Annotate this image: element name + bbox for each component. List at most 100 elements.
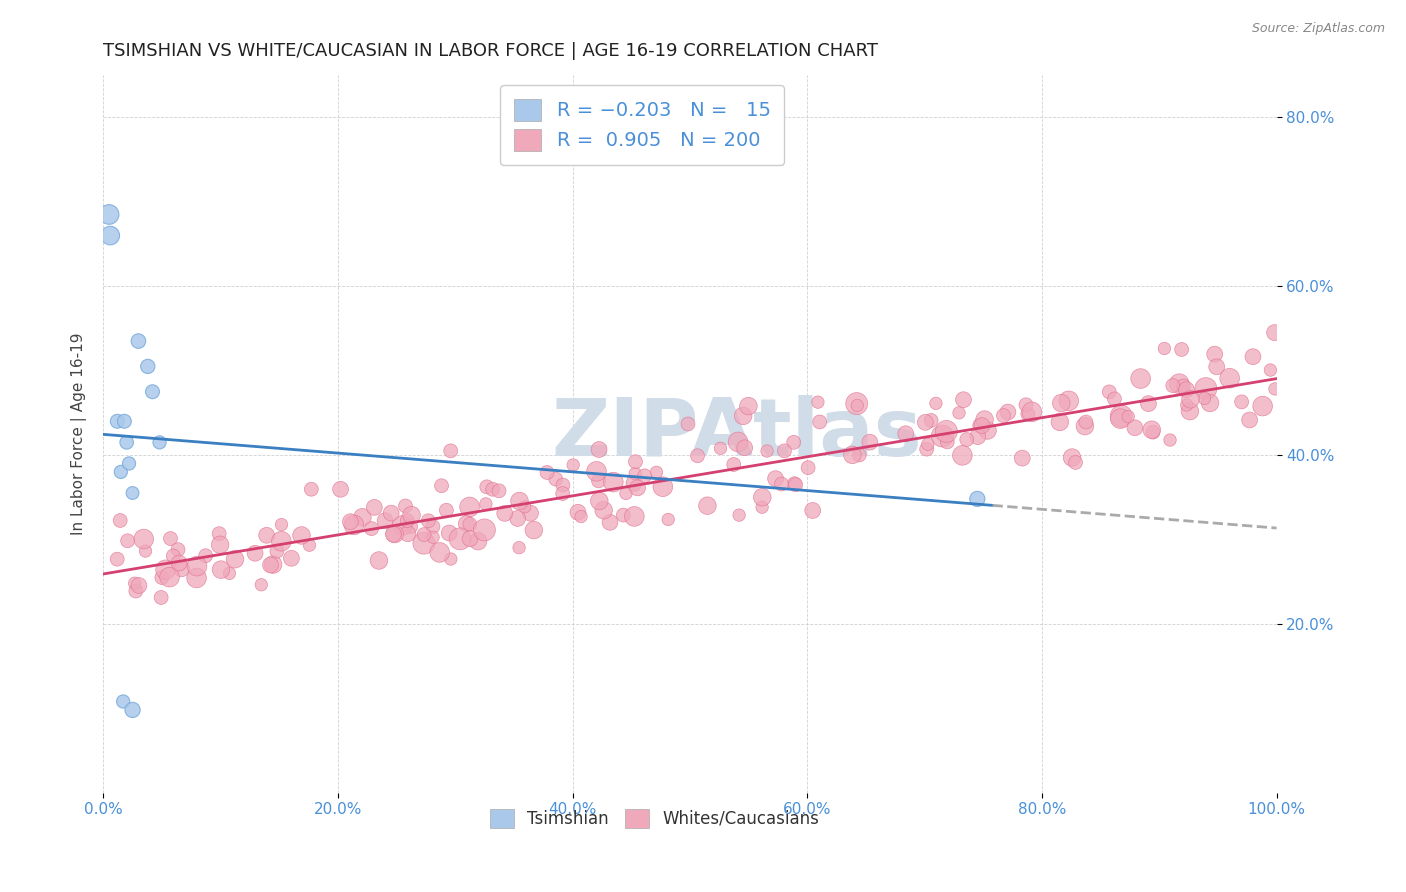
- Point: [952, 392, 974, 407]
- Point: [914, 416, 936, 430]
- Point: [1098, 384, 1121, 399]
- Point: [475, 480, 498, 494]
- Point: [418, 514, 440, 528]
- Point: [1204, 347, 1226, 361]
- Point: [651, 480, 673, 494]
- Point: [696, 499, 718, 513]
- Point: [396, 526, 419, 541]
- Point: [290, 528, 312, 542]
- Point: [513, 500, 536, 514]
- Point: [1153, 342, 1175, 356]
- Point: [969, 418, 991, 433]
- Point: [808, 415, 831, 429]
- Point: [391, 518, 413, 533]
- Point: [1180, 392, 1202, 407]
- Point: [382, 527, 405, 541]
- Point: [209, 538, 232, 552]
- Point: [623, 509, 645, 524]
- Point: [1195, 382, 1218, 396]
- Point: [773, 443, 796, 458]
- Text: Source: ZipAtlas.com: Source: ZipAtlas.com: [1251, 22, 1385, 36]
- Point: [569, 509, 592, 524]
- Point: [612, 508, 634, 522]
- Point: [1060, 450, 1083, 465]
- Point: [602, 475, 624, 490]
- Point: [1015, 398, 1038, 412]
- Point: [1074, 415, 1097, 429]
- Point: [785, 477, 807, 491]
- Point: [1170, 343, 1192, 357]
- Y-axis label: In Labor Force | Age 16-19: In Labor Force | Age 16-19: [72, 333, 87, 535]
- Point: [783, 435, 806, 450]
- Point: [121, 486, 143, 500]
- Point: [626, 481, 648, 495]
- Point: [150, 570, 173, 584]
- Point: [329, 483, 352, 497]
- Point: [384, 527, 406, 541]
- Point: [1219, 371, 1241, 385]
- Point: [224, 552, 246, 566]
- Point: [186, 559, 208, 574]
- Point: [298, 538, 321, 552]
- Point: [915, 442, 938, 457]
- Point: [118, 457, 141, 471]
- Point: [567, 505, 589, 519]
- Point: [1104, 392, 1126, 406]
- Point: [115, 435, 138, 450]
- Point: [422, 519, 444, 533]
- Point: [1173, 379, 1195, 393]
- Point: [841, 448, 863, 462]
- Point: [1239, 413, 1261, 427]
- Point: [112, 694, 135, 708]
- Point: [508, 494, 530, 508]
- Point: [931, 429, 953, 443]
- Point: [135, 544, 157, 558]
- Point: [894, 426, 917, 441]
- Point: [1129, 371, 1152, 385]
- Point: [807, 395, 830, 409]
- Point: [624, 455, 647, 469]
- Point: [456, 516, 478, 531]
- Point: [110, 465, 132, 479]
- Point: [709, 442, 731, 456]
- Point: [733, 409, 755, 423]
- Point: [1064, 455, 1087, 469]
- Point: [1194, 392, 1216, 406]
- Point: [1199, 396, 1222, 410]
- Point: [128, 578, 150, 592]
- Point: [112, 414, 135, 428]
- Point: [299, 482, 322, 496]
- Point: [266, 544, 288, 558]
- Point: [970, 418, 993, 433]
- Point: [728, 508, 751, 523]
- Point: [339, 515, 361, 529]
- Point: [218, 566, 240, 581]
- Point: [801, 503, 824, 517]
- Point: [1057, 393, 1080, 408]
- Point: [429, 545, 451, 559]
- Point: [508, 541, 530, 555]
- Point: [148, 435, 170, 450]
- Point: [243, 546, 266, 560]
- Point: [723, 458, 745, 472]
- Point: [1159, 433, 1181, 447]
- Point: [208, 526, 231, 541]
- Point: [105, 552, 128, 566]
- Point: [209, 563, 232, 577]
- Point: [506, 511, 529, 525]
- Point: [262, 558, 284, 572]
- Point: [167, 542, 190, 557]
- Point: [783, 476, 806, 491]
- Point: [167, 556, 190, 570]
- Point: [1241, 350, 1264, 364]
- Point: [475, 497, 498, 511]
- Point: [430, 479, 453, 493]
- Point: [449, 532, 471, 546]
- Point: [1142, 425, 1164, 439]
- Point: [848, 448, 870, 462]
- Point: [422, 530, 444, 544]
- Point: [751, 490, 773, 504]
- Point: [614, 486, 637, 500]
- Point: [1205, 359, 1227, 374]
- Point: [155, 563, 177, 577]
